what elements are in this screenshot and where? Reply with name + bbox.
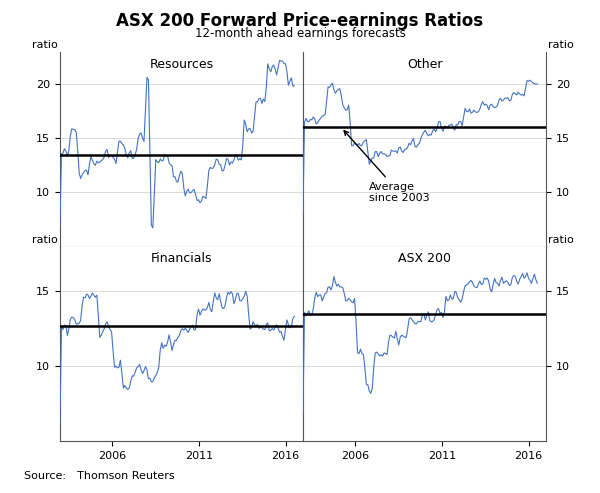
Text: Other: Other [407, 58, 442, 70]
Text: Source: Thomson Reuters: Source: Thomson Reuters [24, 471, 175, 481]
Text: ASX 200: ASX 200 [398, 252, 451, 265]
Text: ratio: ratio [32, 235, 58, 245]
Text: ratio: ratio [32, 40, 58, 50]
Text: Financials: Financials [151, 252, 212, 265]
Text: 12-month ahead earnings forecasts: 12-month ahead earnings forecasts [194, 27, 406, 40]
Text: ASX 200 Forward Price-earnings Ratios: ASX 200 Forward Price-earnings Ratios [116, 12, 484, 31]
Text: ratio: ratio [548, 235, 574, 245]
Text: ratio: ratio [548, 40, 574, 50]
Text: Average
since 2003: Average since 2003 [344, 131, 430, 203]
Text: Resources: Resources [149, 58, 214, 70]
